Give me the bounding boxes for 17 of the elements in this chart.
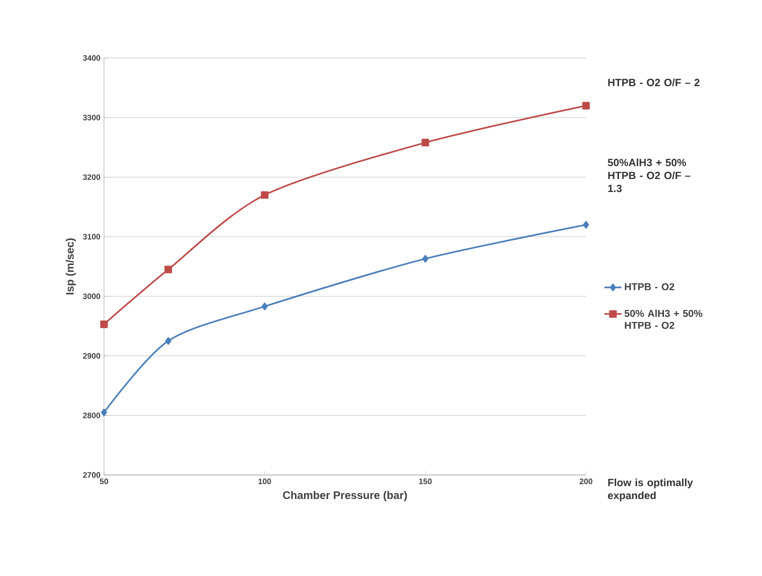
point [422, 138, 430, 146]
y-axis-title: Isp (m/sec) [66, 238, 76, 294]
point [165, 337, 172, 345]
x-axis-title: Chamber Pressure (bar) [283, 491, 407, 502]
point [100, 320, 108, 328]
text: HTPB - O2 O/F – 2 [608, 78, 700, 86]
legend-label: 50% AlH3 + 50% HTPB - O2 [624, 310, 702, 329]
text: 50%AlH3 + 50% HTPB - O2 O/F – 1.3 [608, 158, 690, 192]
point [164, 266, 172, 274]
point [260, 191, 268, 199]
point [422, 254, 428, 263]
point [262, 302, 268, 310]
legend-label: HTPB - O2 [624, 283, 674, 290]
text: Flow is optimally expanded [608, 478, 693, 502]
point [582, 102, 590, 110]
point [582, 221, 590, 229]
point [100, 408, 108, 416]
